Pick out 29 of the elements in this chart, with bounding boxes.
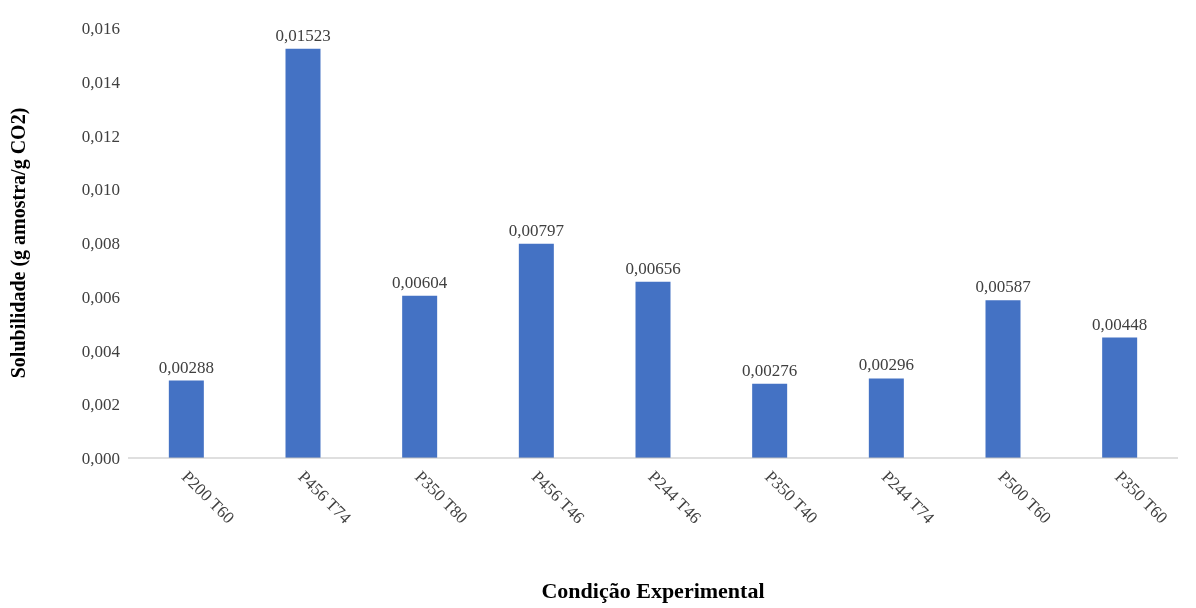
y-tick-label: 0,012: [81, 126, 120, 146]
bar: [285, 48, 321, 458]
y-tick-label: 0,000: [81, 449, 120, 469]
x-axis-title: Condição Experimental: [541, 578, 765, 603]
data-label: 0,00587: [975, 277, 1032, 297]
data-label: 0,00797: [508, 220, 565, 240]
bar: [868, 378, 904, 458]
bar: [635, 281, 671, 458]
y-tick-label: 0,006: [81, 287, 120, 307]
y-tick-label: 0,004: [81, 341, 121, 361]
data-label: 0,00448: [1092, 314, 1148, 334]
data-label: 0,00288: [158, 357, 214, 377]
bar: [1102, 337, 1138, 458]
y-tick-label: 0,016: [81, 19, 120, 39]
data-label: 0,00276: [742, 360, 798, 380]
bar: [985, 300, 1021, 458]
bar: [402, 295, 438, 458]
data-label: 0,01523: [275, 25, 331, 45]
y-tick-label: 0,010: [81, 180, 120, 200]
bar: [168, 380, 204, 458]
data-label: 0,00656: [625, 258, 681, 278]
y-tick-label: 0,008: [81, 234, 120, 254]
data-label: 0,00604: [392, 272, 448, 292]
data-label: 0,00296: [858, 355, 914, 375]
bar: [752, 383, 788, 458]
y-tick-label: 0,014: [81, 72, 121, 92]
bar: [518, 243, 554, 458]
y-tick-label: 0,002: [81, 395, 120, 415]
y-axis-title: Solubilidade (g amostra/g CO2): [7, 107, 31, 379]
